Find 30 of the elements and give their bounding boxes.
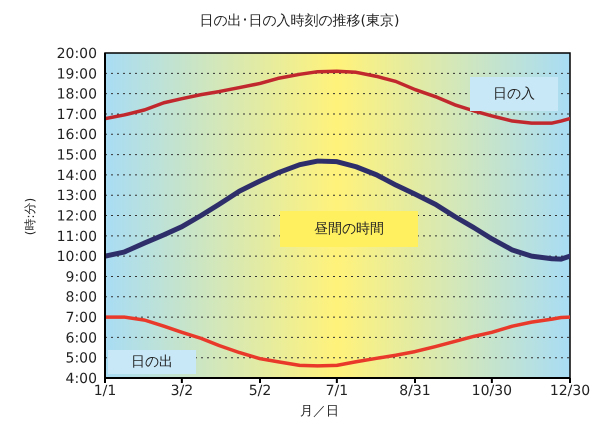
y-tick-label: 19:00: [56, 66, 97, 82]
y-tick-label: 5:00: [66, 350, 97, 367]
name-tag: 日の出: [108, 350, 196, 374]
x-axis-title: 月／日: [299, 403, 340, 420]
y-tick-label: 8:00: [66, 290, 97, 306]
y-tick-label: 10:00: [56, 249, 97, 266]
y-tick-label: 15:00: [56, 148, 97, 164]
y-tick-label: 12:00: [56, 208, 97, 224]
y-tick-label: 7:00: [66, 310, 97, 326]
x-tick-label: 8/31: [399, 382, 431, 399]
name-tag: 日の入: [470, 77, 558, 112]
x-tick-label: 12/30: [550, 382, 590, 399]
y-axis-title: (時:分): [22, 197, 38, 235]
y-tick-label: 11:00: [56, 228, 97, 245]
y-tick-label: 20:00: [56, 46, 97, 62]
y-tick-label: 6:00: [66, 330, 97, 346]
x-tick-label: 10/30: [472, 382, 512, 399]
line-series: [105, 315, 570, 368]
y-tick-label: 16:00: [56, 127, 97, 144]
name-tag: 昼間の時間: [280, 211, 418, 248]
chart-title: 日の出･日の入時刻の推移(東京): [198, 12, 400, 30]
y-tick-label: 9:00: [66, 269, 97, 286]
y-tick-label: 14:00: [56, 168, 97, 184]
x-tick-label: 7/1: [326, 382, 348, 399]
x-tick-label: 5/2: [248, 382, 272, 399]
y-tick-label: 13:00: [56, 188, 97, 204]
y-tick-label: 18:00: [56, 86, 97, 103]
line-series: [105, 70, 570, 125]
x-tick-label: 3/2: [170, 382, 194, 399]
y-tick-label: 17:00: [56, 106, 97, 123]
